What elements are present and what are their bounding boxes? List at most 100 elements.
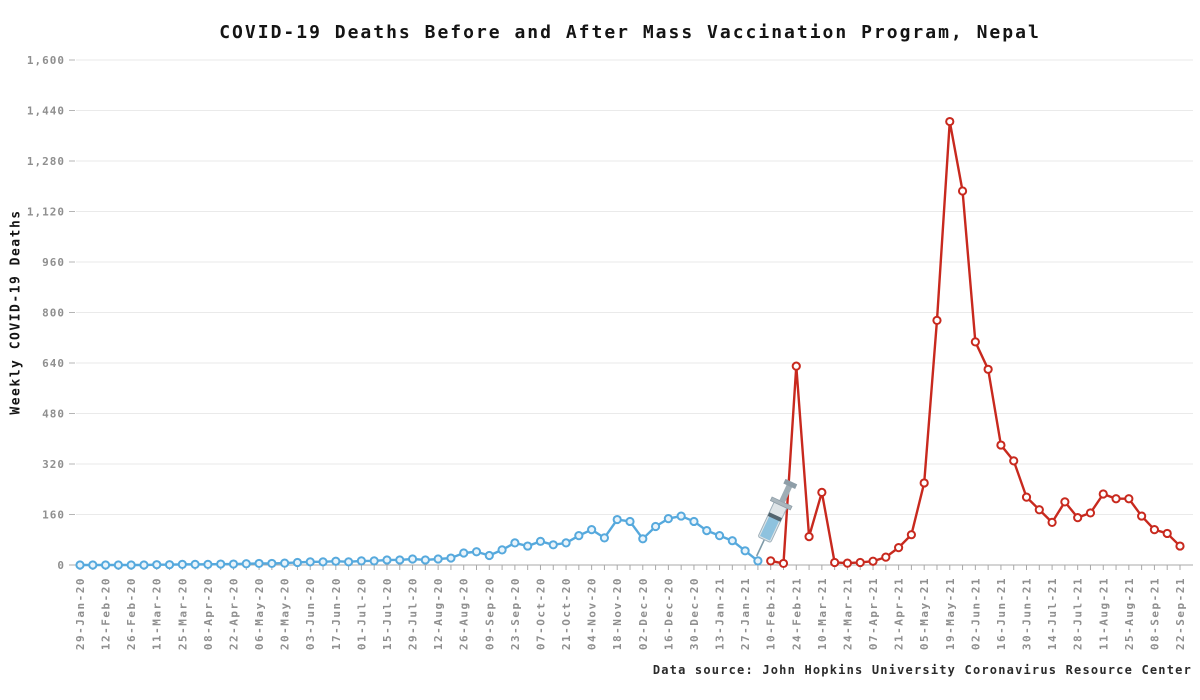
x-tick-label: 10-Feb-21 [765, 577, 778, 650]
data-point-before_vaccination [471, 547, 482, 557]
data-point-after_vaccination [1137, 511, 1147, 521]
x-tick-label: 16-Jun-21 [995, 577, 1008, 650]
data-point-before_vaccination [446, 553, 456, 563]
data-point-before_vaccination [561, 538, 571, 548]
data-point-before_vaccination [305, 557, 315, 567]
data-point-before_vaccination [599, 533, 610, 543]
data-point-before_vaccination [497, 545, 507, 555]
data-point-after_vaccination [1124, 494, 1134, 504]
x-tick-label: 12-Feb-20 [100, 577, 113, 650]
data-point-before_vaccination [638, 534, 648, 544]
data-point-after_vaccination [817, 487, 827, 498]
data-point-before_vaccination [177, 559, 187, 569]
y-tick-label: 800 [42, 307, 65, 320]
data-point-before_vaccination [612, 514, 622, 525]
data-point-before_vaccination [484, 550, 494, 561]
x-tick-label: 02-Jun-21 [969, 577, 982, 650]
x-tick-label: 26-Aug-20 [458, 577, 471, 650]
x-tick-label: 29-Jul-20 [407, 577, 420, 650]
data-point-after_vaccination [1060, 497, 1070, 507]
data-point-after_vaccination [1073, 513, 1083, 523]
y-tick-label: 1,280 [27, 155, 65, 168]
data-point-before_vaccination [625, 516, 635, 527]
data-point-before_vaccination [663, 514, 673, 524]
x-tick-label: 22-Sep-21 [1174, 577, 1187, 650]
data-point-before_vaccination [740, 546, 750, 556]
data-point-after_vaccination [842, 558, 853, 568]
x-tick-label: 24-Feb-21 [790, 577, 803, 650]
data-point-before_vaccination [190, 559, 200, 569]
data-point-after_vaccination [1175, 541, 1185, 551]
data-point-after_vaccination [1085, 508, 1096, 518]
x-tick-label: 07-Oct-20 [534, 577, 547, 650]
x-tick-label: 05-May-21 [918, 577, 931, 650]
data-point-after_vaccination [1111, 494, 1121, 504]
x-tick-label: 27-Jan-21 [739, 577, 752, 650]
data-point-before_vaccination [267, 558, 277, 569]
y-tick-label: 320 [42, 458, 65, 471]
data-point-before_vaccination [433, 554, 443, 564]
x-tick-label: 22-Apr-20 [227, 577, 240, 650]
data-source-caption: Data source: John Hopkins University Cor… [652, 663, 1192, 677]
x-tick-label: 26-Feb-20 [125, 577, 138, 650]
x-tick-label: 19-May-21 [944, 577, 957, 650]
x-tick-label: 11-Aug-21 [1097, 577, 1110, 650]
x-tick-label: 29-Jan-20 [74, 577, 87, 650]
data-point-after_vaccination [1034, 505, 1044, 515]
data-point-after_vaccination [1149, 525, 1160, 535]
data-point-after_vaccination [894, 543, 904, 553]
data-point-before_vaccination [75, 560, 85, 570]
data-point-after_vaccination [1098, 489, 1108, 499]
x-tick-label: 13-Jan-21 [714, 577, 727, 650]
data-point-before_vaccination [650, 521, 661, 532]
data-point-after_vaccination [804, 531, 814, 542]
data-point-before_vaccination [548, 540, 558, 550]
x-tick-label: 11-Mar-20 [151, 577, 164, 650]
x-tick-label: 21-Oct-20 [560, 577, 573, 650]
data-point-before_vaccination [407, 554, 418, 564]
x-tick-label: 30-Jun-21 [1021, 577, 1034, 650]
data-point-before_vaccination [292, 557, 303, 568]
data-point-before_vaccination [100, 560, 111, 570]
y-tick-label: 640 [42, 357, 65, 370]
x-tick-label: 06-May-20 [253, 577, 266, 650]
data-point-after_vaccination [830, 557, 840, 568]
x-tick-label: 30-Dec-20 [688, 577, 701, 650]
data-point-before_vaccination [344, 557, 354, 567]
y-tick-label: 160 [42, 509, 65, 522]
x-tick-label: 02-Dec-20 [637, 577, 650, 650]
x-tick-label: 08-Sep-21 [1148, 577, 1161, 650]
data-point-after_vaccination [906, 530, 916, 540]
y-tick-label: 1,600 [27, 54, 65, 67]
data-point-before_vaccination [152, 560, 162, 570]
syringe-icon [755, 478, 798, 557]
x-tick-label: 25-Aug-21 [1123, 577, 1136, 650]
data-point-before_vaccination [164, 560, 175, 570]
data-point-after_vaccination [996, 440, 1006, 450]
data-point-before_vaccination [203, 559, 213, 569]
data-point-before_vaccination [382, 555, 392, 565]
y-tick-label: 960 [42, 256, 65, 269]
data-point-before_vaccination [523, 541, 533, 551]
x-tick-label: 03-Jun-20 [304, 577, 317, 650]
data-point-before_vaccination [676, 511, 686, 521]
x-tick-label: 18-Nov-20 [611, 577, 624, 650]
data-point-before_vaccination [228, 559, 239, 569]
data-point-after_vaccination [1009, 456, 1019, 466]
x-tick-label: 12-Aug-20 [432, 577, 445, 650]
x-tick-label: 10-Mar-21 [816, 577, 829, 650]
data-point-after_vaccination [919, 478, 929, 488]
data-point-before_vaccination [280, 558, 290, 568]
data-point-before_vaccination [689, 516, 699, 527]
data-point-after_vaccination [957, 186, 968, 196]
data-point-before_vaccination [727, 536, 737, 546]
data-point-before_vaccination [714, 531, 725, 541]
x-tick-label: 21-Apr-21 [893, 577, 906, 650]
x-tick-label: 17-Jun-20 [330, 577, 343, 650]
data-point-after_vaccination [1162, 528, 1172, 539]
y-tick-label: 1,440 [27, 105, 65, 118]
data-point-before_vaccination [535, 536, 546, 546]
data-point-before_vaccination [702, 525, 712, 536]
x-tick-label: 14-Jul-21 [1046, 577, 1059, 650]
y-tick-label: 480 [42, 408, 65, 421]
